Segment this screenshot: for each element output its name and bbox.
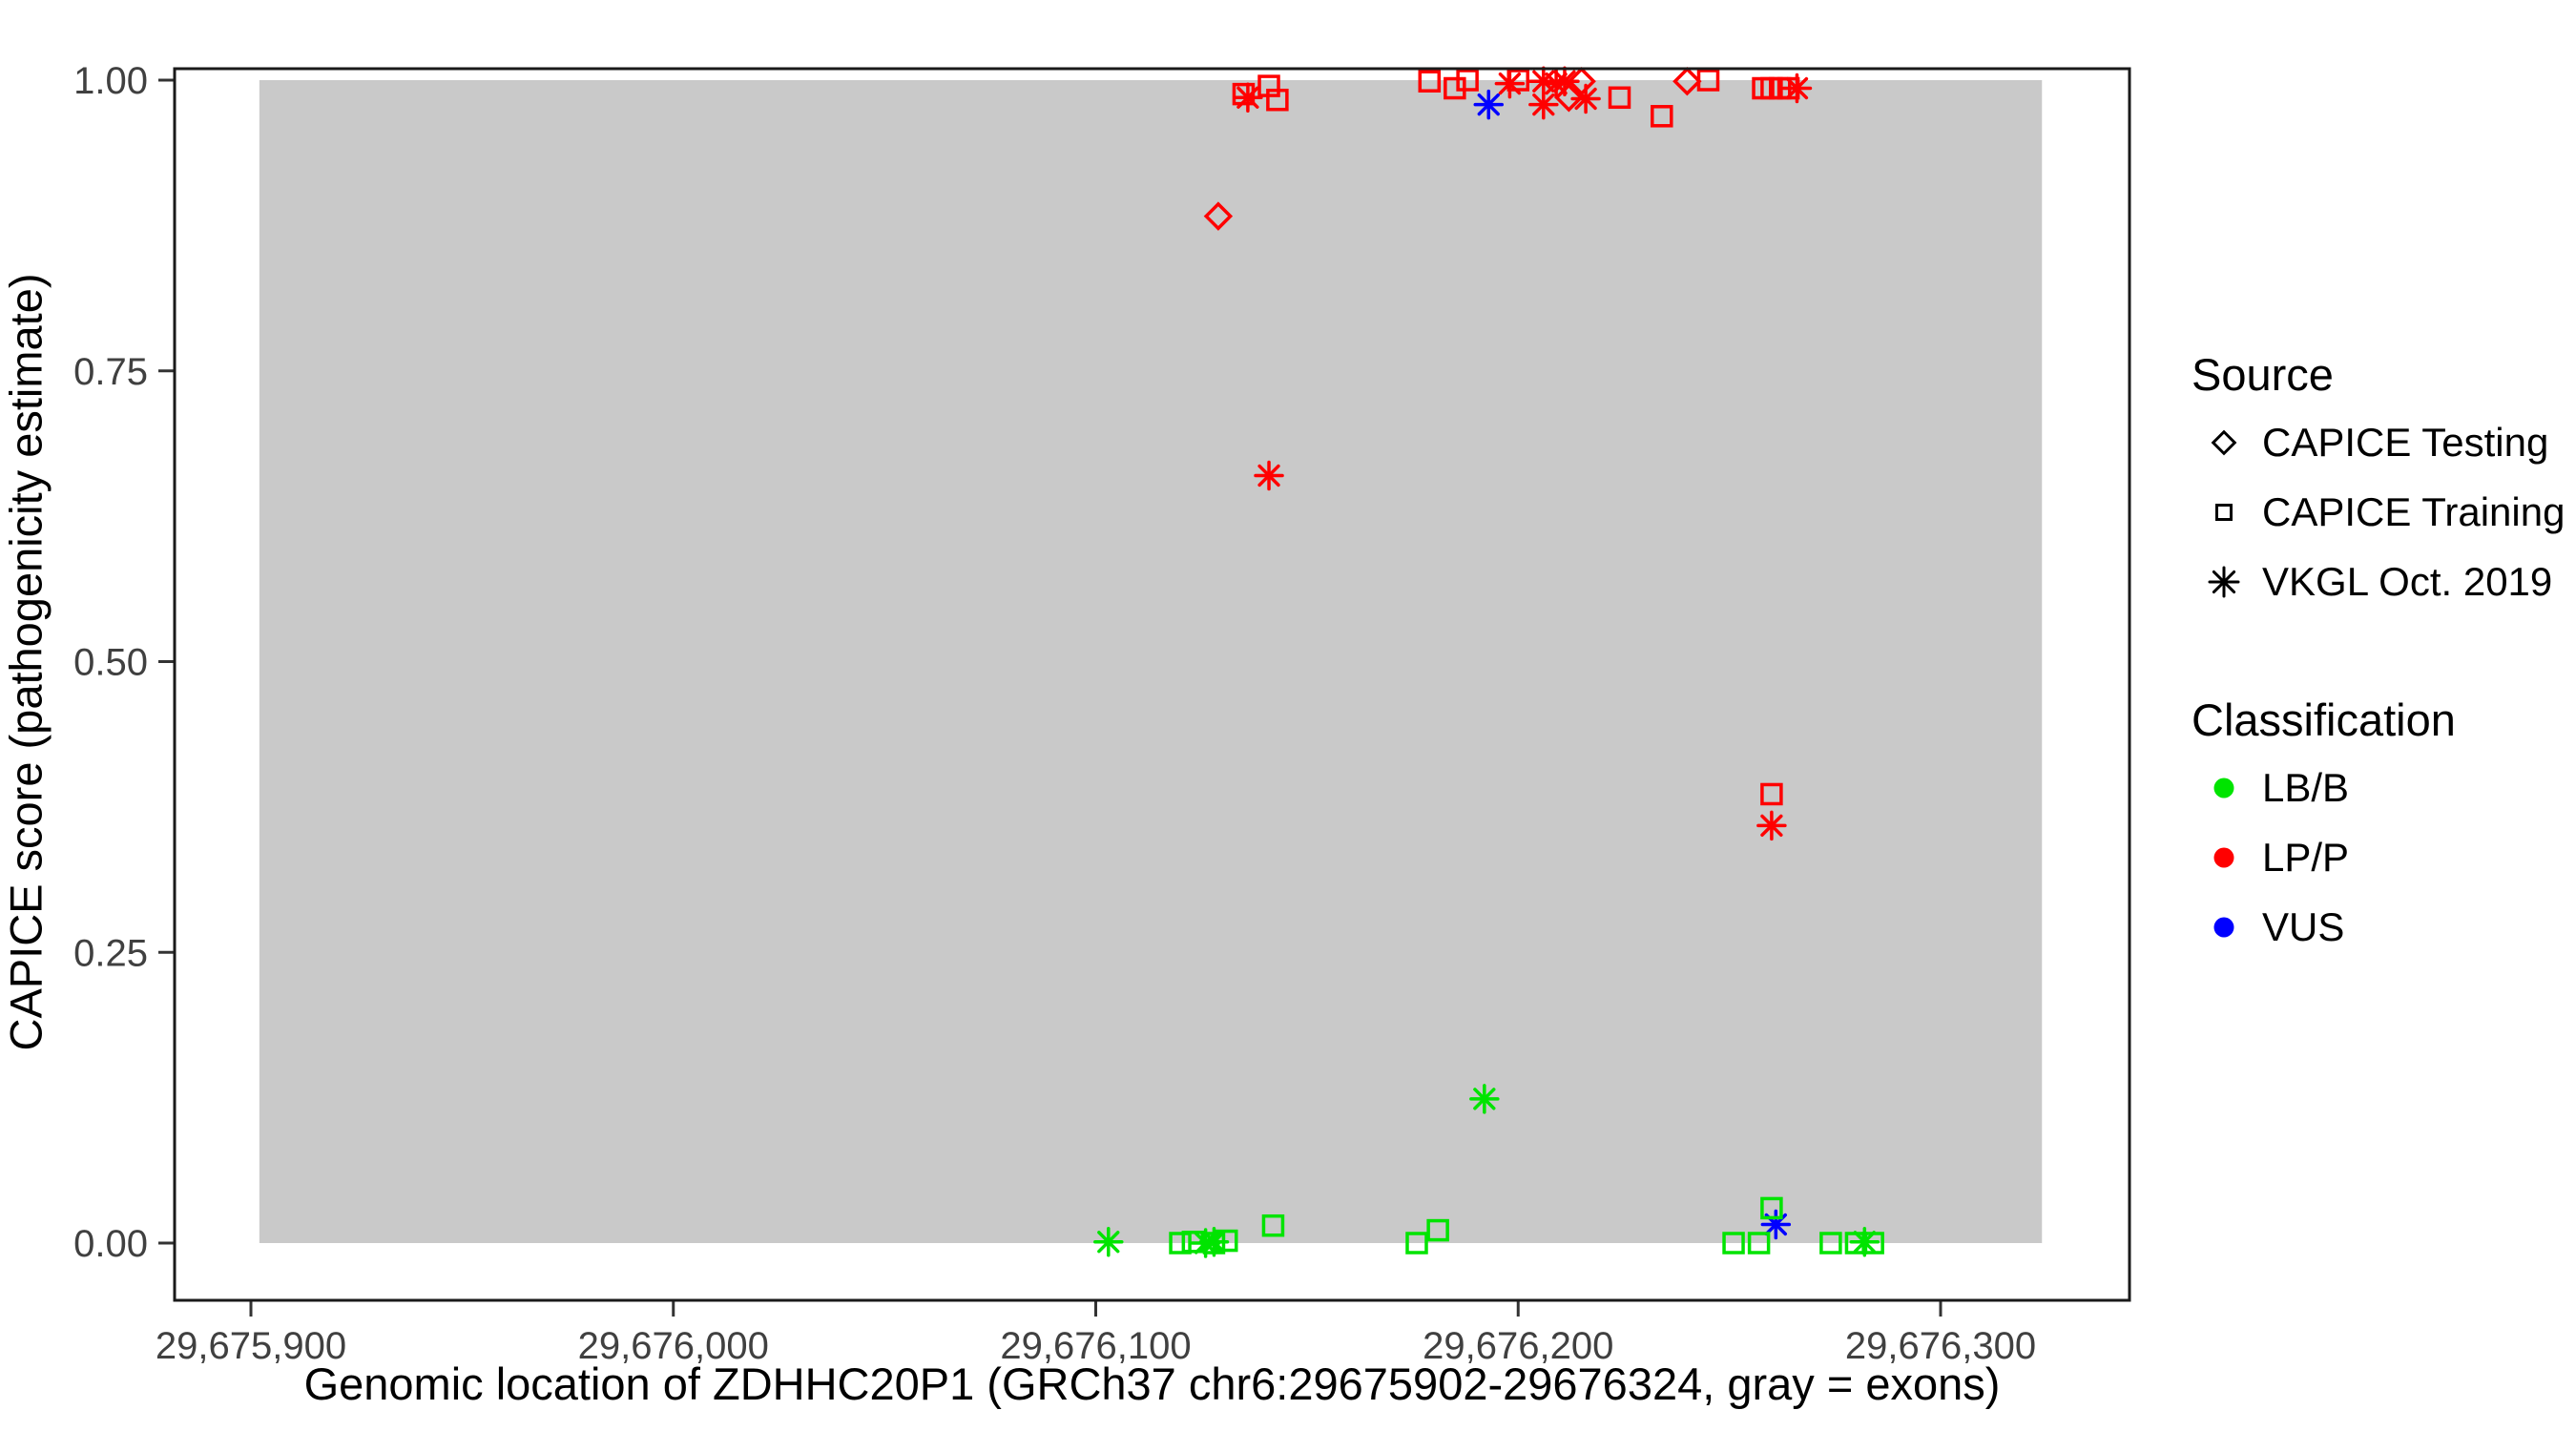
data-point-asterisk: [1233, 82, 1263, 114]
data-point-asterisk: [1570, 83, 1601, 114]
data-point-square: [1215, 1229, 1238, 1253]
data-point-square: [1608, 86, 1631, 110]
exon-region: [259, 80, 2043, 1243]
data-point-square: [1861, 1232, 1884, 1255]
y-tick-label: 0.25: [73, 932, 148, 974]
legend-item-label: CAPICE Training: [2262, 489, 2566, 534]
data-point-square: [1418, 70, 1442, 93]
x-tick-label: 29,676,200: [1423, 1325, 1613, 1367]
legend-source: Source CAPICE Testing CAPICE Training: [2192, 349, 2566, 604]
x-tick-label: 29,676,000: [578, 1325, 769, 1367]
data-point-square: [1169, 1232, 1192, 1255]
data-point-square: [1760, 782, 1783, 806]
data-point-square: [1405, 1232, 1428, 1255]
legend-item-label: VKGL Oct. 2019: [2262, 559, 2553, 604]
data-point-diamond: [1567, 67, 1596, 96]
y-tick-label: 0.00: [73, 1223, 148, 1265]
x-tick-label: 29,676,300: [1845, 1325, 2036, 1367]
data-point-asterisk: [1528, 89, 1559, 120]
legend-classification-title: Classification: [2192, 695, 2456, 745]
y-tick-label: 0.50: [73, 642, 148, 684]
legend-item-label: LP/P: [2262, 835, 2350, 880]
x-tick-label: 29,676,100: [1000, 1325, 1191, 1367]
data-point-diamond: [1203, 201, 1234, 231]
legend-item-label: LB/B: [2262, 765, 2350, 810]
data-point-square: [1181, 1231, 1205, 1254]
data-point-square: [1722, 1232, 1745, 1255]
data-point-asterisk: [1469, 1084, 1500, 1114]
data-point-diamond: [1672, 67, 1702, 96]
data-point-asterisk: [1473, 89, 1505, 120]
data-point-square: [1747, 1232, 1771, 1255]
data-point-asterisk: [1549, 66, 1580, 96]
data-point-asterisk: [1254, 460, 1284, 491]
data-point-square: [1202, 1232, 1226, 1255]
legend-classification: Classification LB/B LP/P VUS: [2192, 695, 2456, 949]
legend-item-vkgl: VKGL Oct. 2019: [2192, 559, 2565, 604]
asterisk-icon: [2208, 566, 2240, 598]
dot-icon: [2213, 917, 2234, 938]
legend-item-lbb: LB/B: [2192, 765, 2456, 810]
data-point-square: [1844, 1232, 1868, 1255]
dot-icon: [2213, 778, 2234, 798]
y-axis-title: CAPICE score (pathogenicity estimate): [0, 273, 52, 1051]
dot-icon: [2213, 847, 2234, 868]
data-point-square: [1651, 105, 1673, 128]
diamond-icon: [2211, 429, 2237, 456]
legend-item-label: CAPICE Testing: [2262, 420, 2549, 465]
legend-item-vus: VUS: [2192, 904, 2456, 949]
legend-item-label: VUS: [2262, 904, 2345, 949]
legend-item-lpp: LP/P: [2192, 835, 2456, 880]
x-tick-label: 29,675,900: [156, 1325, 346, 1367]
x-axis-title: Genomic location of ZDHHC20P1 (GRCh37 ch…: [303, 1358, 2001, 1409]
data-point-asterisk: [1093, 1227, 1124, 1257]
data-point-square: [1760, 1196, 1783, 1220]
data-point-square: [1696, 69, 1720, 92]
square-icon: [2215, 504, 2233, 521]
data-point-asterisk: [1494, 68, 1526, 99]
data-point-asterisk: [1756, 810, 1787, 841]
y-tick-label: 0.75: [73, 351, 148, 393]
legend-item-capice-testing: CAPICE Testing: [2192, 420, 2565, 465]
panel-border: [173, 67, 2131, 1302]
data-point-square: [1426, 1218, 1449, 1242]
y-tick-label: 1.00: [73, 60, 148, 102]
data-point-square: [1261, 1213, 1285, 1237]
legend-source-title: Source: [2192, 349, 2334, 400]
data-point-square: [1456, 69, 1479, 92]
data-point-square: [1266, 88, 1289, 112]
legend-item-capice-training: CAPICE Training: [2192, 489, 2566, 534]
data-point-square: [1819, 1232, 1842, 1255]
data-point-asterisk: [1781, 73, 1813, 104]
